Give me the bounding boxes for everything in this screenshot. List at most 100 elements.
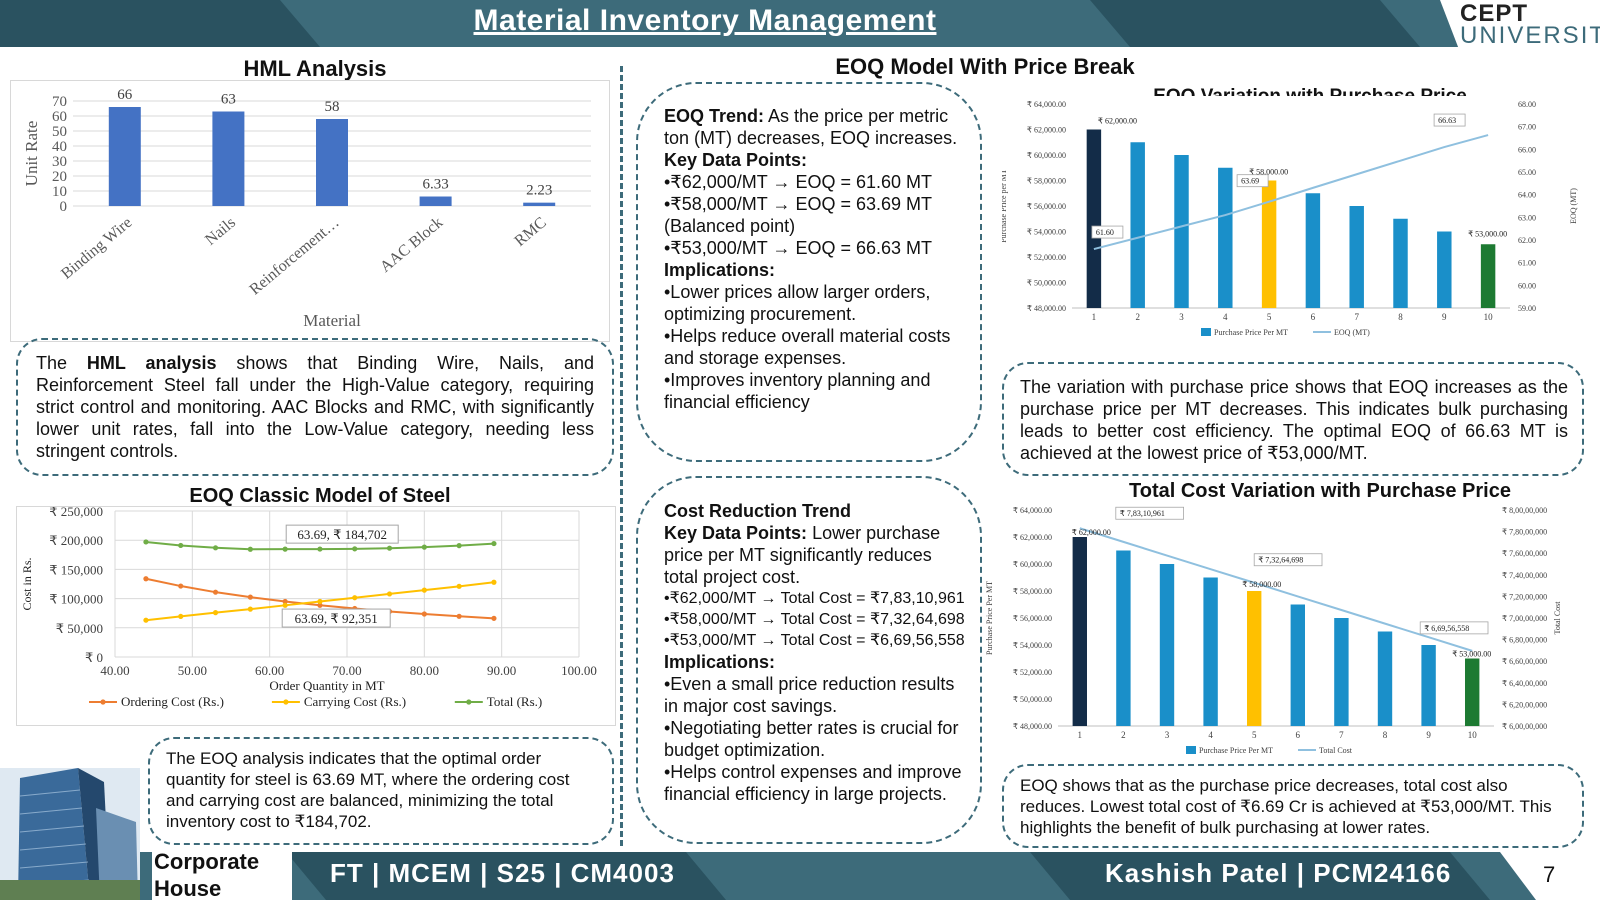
classic-series-point — [143, 539, 149, 545]
totalcost-annotation: ₹ 7,32,64,698 — [1258, 556, 1303, 565]
eoqvar-ytick-label: ₹ 48,000.00 — [1027, 304, 1066, 313]
classic-series-point — [456, 613, 462, 619]
hml-ytick-label: 70 — [52, 94, 67, 110]
classic-xtick-label: 70.00 — [332, 663, 361, 678]
eoqvar-xtick-label: 9 — [1442, 312, 1447, 322]
cost-reduction-implication-3: •Helps control expenses and improve fina… — [664, 762, 962, 804]
totalcost-bar — [1377, 631, 1393, 726]
totalcost-bar — [1072, 537, 1087, 726]
eoqvar-ytick-label: ₹ 62,000.00 — [1027, 126, 1066, 135]
price-break-kdp-label: Key Data Points: — [664, 150, 808, 170]
classic-legend-marker — [100, 699, 106, 705]
eoq-variation-description: The variation with purchase price shows … — [1020, 377, 1568, 463]
totalcost-y2tick-label: ₹ 6,60,00,000 — [1502, 657, 1547, 666]
eoqvar-xtick-label: 2 — [1135, 312, 1140, 322]
totalcost-bar — [1465, 658, 1480, 726]
hml-yaxis-title: Unit Rate — [22, 121, 41, 187]
eoqvar-bar — [1393, 218, 1408, 308]
classic-series-point — [317, 598, 323, 605]
totalcost-y2tick-label: ₹ 6,00,00,000 — [1502, 722, 1547, 731]
hml-bar — [419, 196, 452, 206]
eoq-classic-text-box — [148, 737, 614, 845]
cost-reduction-text-box — [636, 476, 982, 844]
eoqvar-xtick-label: 1 — [1092, 312, 1097, 322]
totalcost-legend-swatch-bar — [1186, 746, 1196, 754]
classic-annotation-balance: 63.69, ₹ 92,351 — [295, 611, 378, 626]
totalcost-annotation: ₹ 53,000.00 — [1452, 650, 1491, 659]
eoqvar-annotation-box — [1433, 113, 1466, 127]
eoqvar-y2tick-label: 59.00 — [1518, 304, 1536, 313]
hml-bar — [316, 119, 348, 206]
page-title: Material Inventory Management — [473, 4, 937, 37]
totalcost-y2tick-label: ₹ 7,20,00,000 — [1502, 592, 1547, 601]
totalcost-xtick-label: 5 — [1252, 730, 1257, 740]
eoqvar-y2tick-label: 64.00 — [1518, 191, 1536, 200]
totalcost-annotation-box — [1419, 621, 1489, 635]
classic-series-point — [247, 546, 253, 552]
hml-value-label: 6.33 — [422, 177, 448, 193]
eoqvar-ytick-label: ₹ 58,000.00 — [1027, 177, 1066, 186]
totalcost-bar — [1290, 604, 1305, 726]
eoqvar-bar — [1218, 167, 1233, 308]
classic-ytick-label: ₹ 200,000 — [49, 533, 103, 548]
eoqvar-bar — [1261, 180, 1277, 308]
price-break-text: EOQ Trend: As the price per metric ton (… — [664, 105, 969, 413]
eoqvar-xtick-label: 6 — [1311, 312, 1316, 322]
eoq-classic-chart: ₹ 0 ₹ 50,000 ₹ 100,000 ₹ 150,000 ₹ 200,000 ₹ … — [16, 504, 616, 726]
classic-legend-marker — [466, 699, 472, 705]
total-cost-title: Total Cost Variation with Purchase Price — [1129, 480, 1511, 502]
classic-series-point — [247, 606, 253, 612]
eoqvar-xtick-label: 5 — [1267, 312, 1272, 322]
footer-stripe-right — [1030, 852, 1490, 900]
totalcost-y2tick-label: ₹ 7,60,00,000 — [1502, 549, 1547, 558]
classic-series-point — [352, 595, 358, 601]
hml-bar — [212, 111, 245, 206]
classic-series-point — [491, 615, 497, 621]
eoqvar-y2tick-label: 63.00 — [1518, 213, 1536, 222]
hml-category-label: RMC — [512, 214, 550, 250]
classic-series-point — [456, 543, 462, 549]
classic-annotation-total: 63.69, ₹ 184,702 — [297, 527, 387, 542]
eoqvar-y2tick-label: 68.00 — [1518, 100, 1536, 109]
eoqvar-ytick-label: ₹ 54,000.00 — [1027, 228, 1066, 237]
eoqvar-ytick-label: ₹ 60,000.00 — [1027, 151, 1066, 160]
totalcost-ytick-label: ₹ 48,000.00 — [1013, 722, 1052, 731]
classic-series-point — [212, 589, 219, 595]
classic-series-point — [212, 545, 219, 551]
totalcost-legend-label: Purchase Price Per MT — [1199, 746, 1273, 754]
totalcost-xtick-label: 6 — [1296, 730, 1301, 740]
totalcost-xtick-label: 4 — [1208, 730, 1213, 740]
cost-reduction-point-1: •₹62,000/MT → Total Cost = ₹7,83,10,961 — [664, 590, 965, 607]
price-break-title: EOQ Model With Price Break — [835, 54, 1135, 79]
eoqvar-legend-label: Purchase Price Per MT — [1214, 328, 1288, 337]
cost-reduction-kdp-text: Lower purchase price per MT significantl… — [664, 523, 941, 587]
eoqvar-annotation-box — [1236, 174, 1269, 188]
hml-value-label: 66 — [117, 87, 133, 103]
totalcost-y2tick-label: ₹ 6,40,00,000 — [1502, 679, 1547, 688]
footer-author-info: Kashish Patel | PCM24166 — [1105, 858, 1452, 888]
total-cost-description: EOQ shows that as the purchase price dec… — [1020, 776, 1552, 837]
cost-reduction-implication-1: •Even a small price reduction results in… — [664, 674, 955, 716]
total-cost-text-box — [1002, 764, 1584, 848]
eoqvar-annotation: 61.60 — [1096, 228, 1114, 237]
totalcost-ytick-label: ₹ 52,000.00 — [1013, 668, 1052, 677]
classic-yaxis-title: Cost in Rs. — [20, 557, 34, 610]
totalcost-ytick-label: ₹ 56,000.00 — [1013, 614, 1052, 623]
eoqvar-bar — [1437, 231, 1452, 308]
classic-series-point — [456, 583, 462, 589]
hml-chart: 0 10 20 30 40 50 60 70 66 Binding Wire 63 Nails 58 Re… — [10, 80, 610, 342]
footer-stripe-left — [286, 852, 726, 900]
price-break-impl-label: Implications: — [664, 260, 776, 280]
hml-category-label: Nails — [202, 214, 239, 249]
hml-category-label: Reinforcement… — [247, 214, 343, 298]
totalcost-y2tick-label: ₹ 7,40,00,000 — [1502, 571, 1547, 580]
eoq-variation-text-box — [1002, 362, 1584, 476]
classic-series-point — [352, 546, 358, 552]
totalcost-xtick-label: 10 — [1468, 730, 1478, 740]
hml-ytick-label: 60 — [52, 109, 67, 125]
eoqvar-bar — [1305, 193, 1321, 308]
logo-text-university: UNIVERSITY — [1460, 22, 1600, 49]
classic-xtick-label: 50.00 — [178, 663, 207, 678]
classic-series-point — [421, 544, 427, 550]
hml-text-box — [16, 338, 614, 476]
